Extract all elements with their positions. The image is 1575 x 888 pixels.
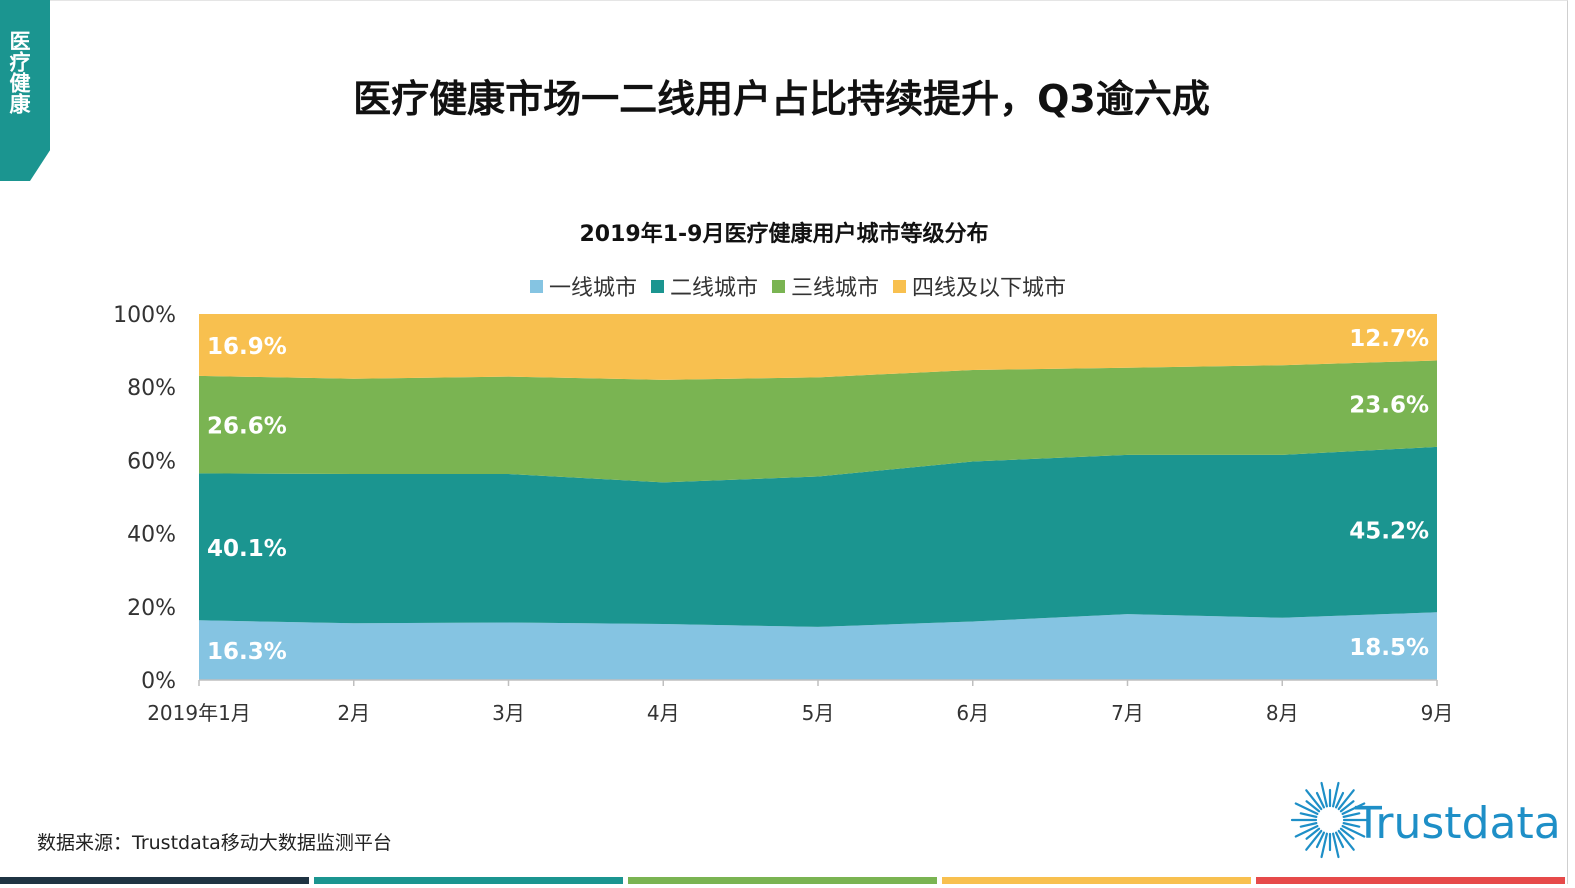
logo-ray <box>1305 829 1323 851</box>
x-tick-label: 8月 <box>1266 701 1299 725</box>
legend-item-tier1: 一线城市 <box>530 270 637 302</box>
data-source: 数据来源：Trustdata移动大数据监测平台 <box>37 832 392 854</box>
data-label-last: 12.7% <box>1349 326 1429 352</box>
x-tick-label: 3月 <box>492 701 525 725</box>
area-series-2 <box>199 446 1437 627</box>
logo-ray <box>1299 822 1318 828</box>
x-tick-label: 7月 <box>1111 701 1144 725</box>
logo-wordmark: Trustdata <box>1355 798 1561 849</box>
chart-legend: 一线城市 二线城市 三线城市 四线及以下城市 <box>530 270 1066 302</box>
data-label-first: 16.3% <box>207 639 287 665</box>
legend-label-tier2: 二线城市 <box>670 276 759 301</box>
legend-swatch-tier4 <box>893 279 907 293</box>
logo-ray <box>1341 802 1366 816</box>
legend-label-tier3: 三线城市 <box>791 276 880 301</box>
y-tick-label: 20% <box>127 596 176 621</box>
legend-swatch-tier3 <box>772 279 786 293</box>
legend-item-tier3: 三线城市 <box>772 270 879 302</box>
logo-ray <box>1332 832 1340 859</box>
x-tick-label: 4月 <box>647 701 680 725</box>
data-label-last: 45.2% <box>1349 519 1429 545</box>
legend-swatch-tier2 <box>651 279 665 293</box>
y-tick-label: 60% <box>127 449 176 474</box>
logo-ray <box>1332 781 1340 808</box>
bottom-bar-4 <box>942 877 1251 884</box>
logo-ray <box>1299 812 1318 818</box>
y-tick-label: 80% <box>127 376 176 401</box>
logo-ray <box>1305 789 1323 811</box>
sunburst-logo-icon <box>1290 781 1370 859</box>
data-label-last: 23.6% <box>1349 393 1429 419</box>
area-series-4 <box>199 314 1437 380</box>
area-series-3 <box>199 360 1437 483</box>
legend-label-tier1: 一线城市 <box>549 276 638 301</box>
legend-item-tier4: 四线及以下城市 <box>893 270 1066 302</box>
x-tick-label: 2019年1月 <box>147 701 251 725</box>
page-title: 医疗健康市场一二线用户占比持续提升，Q3逾六成 <box>353 77 1210 121</box>
logo-ray <box>1342 822 1361 828</box>
logo-ray <box>1334 831 1345 849</box>
logo-ray <box>1294 824 1319 838</box>
x-tick-label: 6月 <box>956 701 989 725</box>
logo-ray <box>1339 827 1355 840</box>
logo-ray <box>1334 791 1345 809</box>
category-tab <box>0 0 50 181</box>
logo-ray <box>1320 832 1328 859</box>
bottom-bar-2 <box>314 877 623 884</box>
chart-title: 2019年1-9月医疗健康用户城市等级分布 <box>579 222 989 247</box>
logo-ray <box>1320 781 1328 808</box>
bottom-bar-5 <box>1256 877 1565 884</box>
logo-ray <box>1305 827 1321 840</box>
bottom-bar-1 <box>0 877 309 884</box>
logo-ray <box>1337 789 1355 811</box>
legend-item-tier2: 二线城市 <box>651 270 758 302</box>
bottom-bar-3 <box>628 877 937 884</box>
y-tick-label: 40% <box>127 523 176 548</box>
legend-swatch-tier1 <box>530 279 543 293</box>
logo-ray <box>1342 812 1361 818</box>
y-tick-label: 0% <box>141 669 176 694</box>
x-tick-label: 2月 <box>337 701 370 725</box>
x-tick-label: 9月 <box>1421 701 1454 725</box>
category-tab-label: 医疗健康 <box>7 30 31 114</box>
logo-ray <box>1294 802 1319 816</box>
trustdata-logo: Trustdata <box>1290 778 1561 863</box>
data-label-first: 40.1% <box>207 536 287 562</box>
data-label-first: 16.9% <box>207 334 287 360</box>
data-label-last: 18.5% <box>1349 635 1429 661</box>
bottom-color-bars <box>0 877 1568 884</box>
legend-label-tier4: 四线及以下城市 <box>912 276 1067 301</box>
data-label-first: 26.6% <box>207 414 287 440</box>
logo-ray <box>1337 829 1355 851</box>
logo-ray <box>1315 831 1326 849</box>
logo-ray <box>1305 800 1321 813</box>
x-tick-label: 5月 <box>802 701 835 725</box>
logo-ray <box>1315 791 1326 809</box>
area-series-1 <box>199 612 1437 680</box>
logo-ray <box>1339 800 1355 813</box>
y-tick-label: 100% <box>113 303 176 328</box>
logo-ray <box>1341 824 1366 838</box>
